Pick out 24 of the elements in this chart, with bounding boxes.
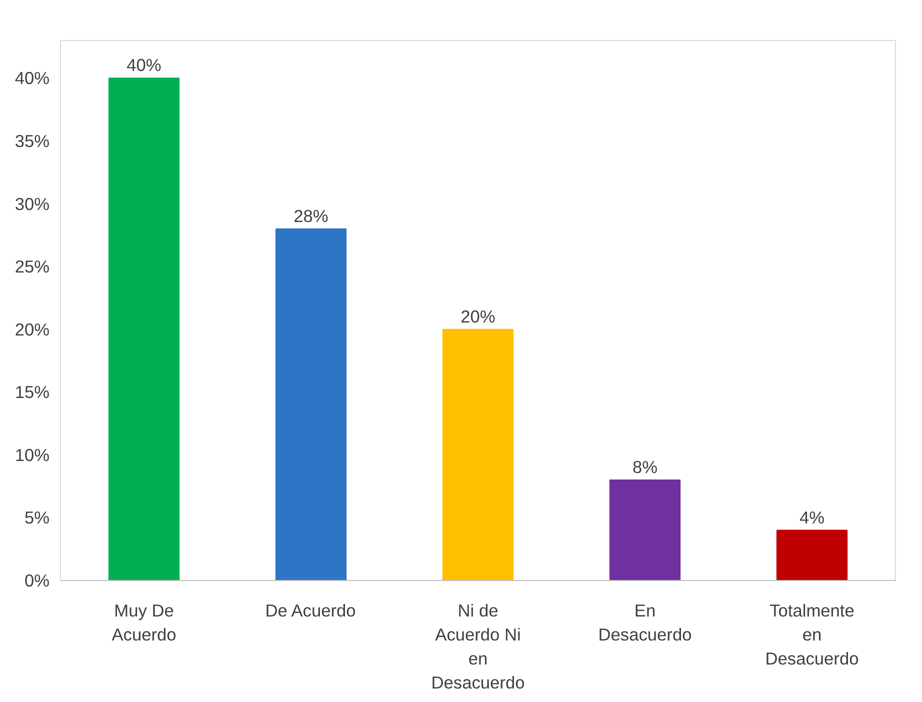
data-label: 4% xyxy=(799,507,825,528)
y-tick-label: 10% xyxy=(14,444,50,465)
y-tick-label: 15% xyxy=(14,382,50,402)
y-tick-label: 5% xyxy=(24,508,50,528)
bar xyxy=(275,228,347,580)
bar xyxy=(108,78,180,580)
x-tick-label: En Desacuerdo xyxy=(598,600,692,644)
y-tick-label: 35% xyxy=(14,130,50,151)
x-tick-label: Muy De Acuerdo xyxy=(112,600,176,644)
bar xyxy=(442,328,514,580)
bar xyxy=(776,530,848,580)
y-tick-label: 20% xyxy=(14,319,50,340)
x-tick-label: Totalmente en Desacuerdo xyxy=(765,600,859,668)
y-tick-label: 40% xyxy=(14,68,50,88)
y-tick-label: 30% xyxy=(14,194,50,214)
x-tick-label: Ni de Acuerdo Ni en Desacuerdo xyxy=(431,600,525,692)
x-tick-label: De Acuerdo xyxy=(265,600,356,620)
bar xyxy=(609,480,681,580)
y-tick-label: 25% xyxy=(14,256,50,277)
data-label: 8% xyxy=(632,457,658,478)
data-label: 40% xyxy=(126,55,162,76)
data-label: 28% xyxy=(294,206,328,226)
data-label: 20% xyxy=(460,306,496,326)
y-tick-label: 0% xyxy=(24,570,50,590)
